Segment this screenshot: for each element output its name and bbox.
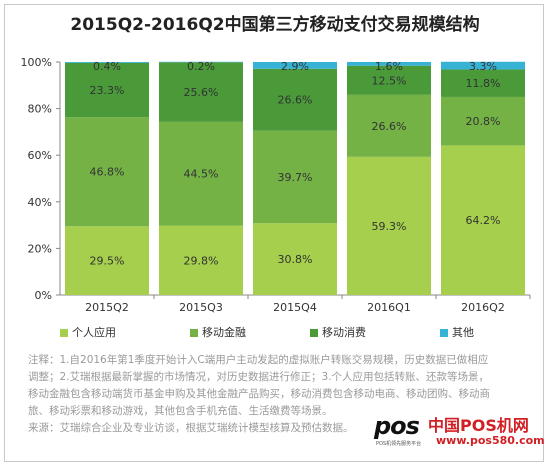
watermark-name: 中国POS机网: [428, 416, 529, 435]
bar-segment: [441, 61, 525, 70]
y-tick-label: 20%: [28, 242, 52, 255]
chart-title: 2015Q2-2016Q2中国第三方移动支付交易规模结构: [70, 15, 480, 35]
legend-swatch: [440, 329, 448, 337]
legend-swatch: [310, 329, 318, 337]
watermark-url: www.pos580.com: [436, 434, 545, 447]
y-tick-label: 80%: [28, 103, 52, 116]
data-label: 1.6%: [375, 60, 403, 73]
legend-swatch: [190, 329, 198, 337]
legend-label: 移动金融: [202, 326, 246, 339]
y-tick-label: 100%: [21, 56, 52, 69]
x-tick-label: 2016Q2: [461, 301, 505, 314]
bar-segment: [441, 145, 525, 295]
bar-segment: [159, 121, 243, 226]
legend-item: 其他: [440, 324, 474, 340]
data-label: 23.3%: [90, 84, 125, 97]
data-label: 26.6%: [278, 94, 313, 107]
legend-label: 其他: [452, 326, 474, 339]
legend-item: 移动消费: [310, 324, 366, 340]
x-tick-label: 2015Q4: [273, 301, 317, 314]
data-label: 25.6%: [184, 86, 219, 99]
watermark: pos POS机领先服务平台 中国POS机网 www.pos580.com: [374, 408, 545, 456]
bar-segment: [347, 65, 431, 95]
note-line: 调整；2.艾瑞根据最新掌握的市场情况，对历史数据进行修正；3.个人应用包括转账、…: [28, 371, 490, 383]
data-label: 3.3%: [469, 60, 497, 73]
bar-segment: [159, 225, 243, 295]
data-label: 0.2%: [187, 60, 215, 73]
watermark-tagline: POS机领先服务平台: [376, 441, 422, 447]
note-line: 注释：1.自2016年第1季度开始计入C端用户主动发起的虚拟账户转账交易规模，历…: [28, 354, 489, 366]
y-tick-label: 60%: [28, 149, 52, 162]
data-label: 29.5%: [90, 255, 125, 268]
data-label: 39.7%: [278, 171, 313, 184]
legend-label: 个人应用: [72, 326, 116, 339]
note-line: 移动金融包含移动端货币基金申购及其他金融产品购买，移动消费包含移动电商、移动团购…: [28, 388, 490, 400]
note-source: 来源：艾瑞综合企业及专业访谈，根据艾瑞统计模型核算及预估数据。: [28, 422, 354, 434]
bar-segment: [253, 223, 337, 295]
x-tick-label: 2016Q1: [367, 301, 411, 314]
legend-item: 移动金融: [190, 324, 246, 340]
data-label: 64.2%: [466, 214, 501, 227]
bar-segment: [441, 69, 525, 97]
data-label: 0.4%: [93, 60, 121, 73]
data-label: 44.5%: [184, 168, 219, 181]
data-label: 26.6%: [372, 120, 407, 133]
bar-segment: [253, 130, 337, 224]
bar-segment: [65, 62, 149, 63]
legend-label: 移动消费: [322, 326, 366, 339]
x-tick-label: 2015Q3: [179, 301, 223, 314]
data-label: 59.3%: [372, 220, 407, 233]
legend-swatch: [60, 329, 68, 337]
bar-segment: [253, 62, 337, 69]
chart-notes: 注释：1.自2016年第1季度开始计入C端用户主动发起的虚拟账户转账交易规模，历…: [28, 352, 533, 437]
stacked-bar-chart: 0% 20% 40% 60% 80% 100% 29.5% 46.8% 23.3% 0.4% 201…: [21, 56, 531, 314]
y-tick-label: 40%: [28, 196, 52, 209]
bar-segment: [65, 226, 149, 295]
bar-segment: [65, 117, 149, 227]
bar-segment: [65, 62, 149, 118]
bar-segment: [347, 94, 431, 157]
data-label: 30.8%: [278, 253, 313, 266]
bar-segment: [347, 62, 431, 66]
data-label: 29.8%: [184, 254, 219, 267]
bar-segment: [159, 62, 243, 122]
bar-segment: [441, 96, 525, 146]
legend-item: 个人应用: [60, 324, 116, 340]
data-label: 46.8%: [90, 166, 125, 179]
data-label: 2.9%: [281, 60, 309, 73]
bar-segment: [347, 156, 431, 295]
bar-segment: [253, 68, 337, 131]
note-line: 旅、移动彩票和移动游戏，其他包含手机充值、生活缴费等场景。: [28, 405, 333, 417]
y-tick-label: 0%: [35, 289, 52, 302]
data-label: 11.8%: [466, 77, 501, 90]
data-label: 20.8%: [466, 115, 501, 128]
watermark-logo: pos: [374, 412, 420, 440]
data-label: 12.5%: [372, 74, 407, 87]
x-tick-label: 2015Q2: [85, 301, 129, 314]
